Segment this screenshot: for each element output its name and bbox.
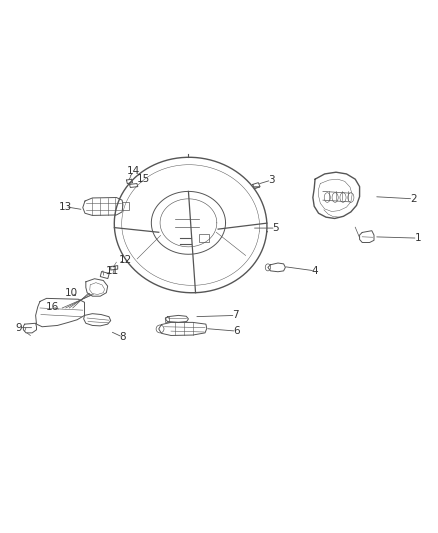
Text: 10: 10 xyxy=(65,288,78,298)
Text: 7: 7 xyxy=(232,310,239,320)
Bar xyxy=(100,271,109,279)
Text: 16: 16 xyxy=(46,302,59,312)
Text: 11: 11 xyxy=(106,266,119,276)
Bar xyxy=(165,317,169,321)
Text: 2: 2 xyxy=(410,194,417,204)
Text: 15: 15 xyxy=(137,174,151,184)
Bar xyxy=(122,202,129,210)
Text: 13: 13 xyxy=(59,201,72,212)
Text: 9: 9 xyxy=(16,322,22,333)
Bar xyxy=(199,234,209,243)
Text: 4: 4 xyxy=(312,266,318,276)
Text: 3: 3 xyxy=(268,175,275,185)
Text: 14: 14 xyxy=(127,166,141,176)
Text: 6: 6 xyxy=(233,326,240,336)
Text: 12: 12 xyxy=(119,255,132,265)
Text: 1: 1 xyxy=(414,233,421,243)
Text: 8: 8 xyxy=(120,332,126,342)
Text: 5: 5 xyxy=(272,223,279,233)
